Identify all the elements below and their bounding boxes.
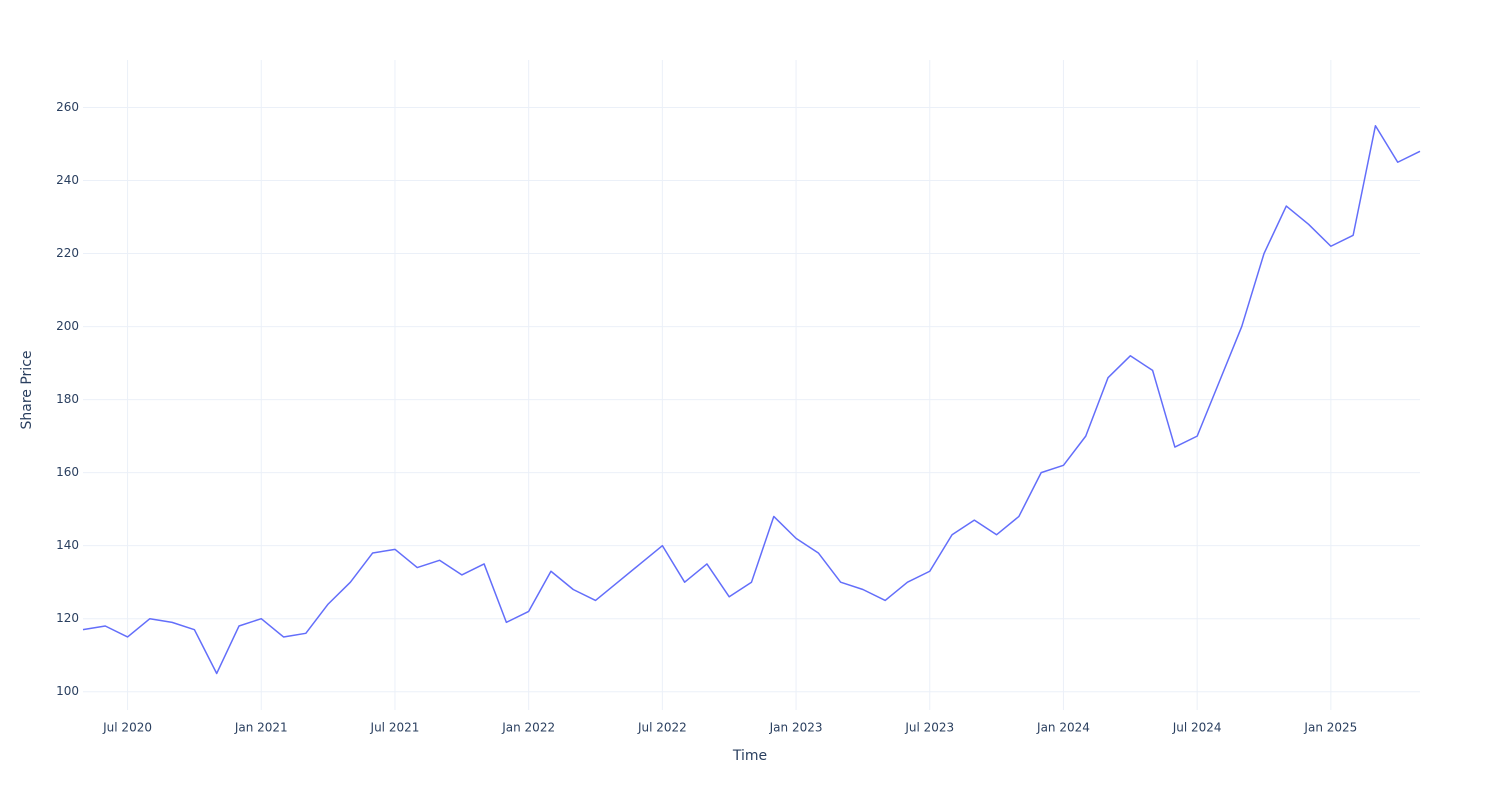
- x-tick-label: Jul 2023: [904, 721, 954, 735]
- y-tick-label: 200: [56, 319, 79, 333]
- x-tick-label: Jul 2022: [637, 721, 687, 735]
- x-tick-label: Jan 2021: [234, 721, 288, 735]
- x-tick-label: Jan 2023: [769, 721, 823, 735]
- y-tick-label: 180: [56, 392, 79, 406]
- x-tick-label: Jul 2024: [1172, 721, 1222, 735]
- x-tick-label: Jul 2021: [370, 721, 420, 735]
- x-tick-label: Jan 2024: [1036, 721, 1090, 735]
- y-tick-label: 140: [56, 538, 79, 552]
- x-tick-label: Jul 2020: [102, 721, 152, 735]
- y-tick-label: 240: [56, 173, 79, 187]
- y-axis-title: Share Price: [19, 350, 35, 429]
- y-tick-label: 120: [56, 611, 79, 625]
- y-tick-label: 160: [56, 465, 79, 479]
- x-tick-label: Jan 2025: [1303, 721, 1357, 735]
- x-tick-label: Jan 2022: [501, 721, 555, 735]
- y-tick-label: 100: [56, 684, 79, 698]
- y-tick-label: 260: [56, 100, 79, 114]
- y-tick-label: 220: [56, 246, 79, 260]
- price-line: [82, 124, 1421, 675]
- x-axis-title: Time: [732, 748, 767, 764]
